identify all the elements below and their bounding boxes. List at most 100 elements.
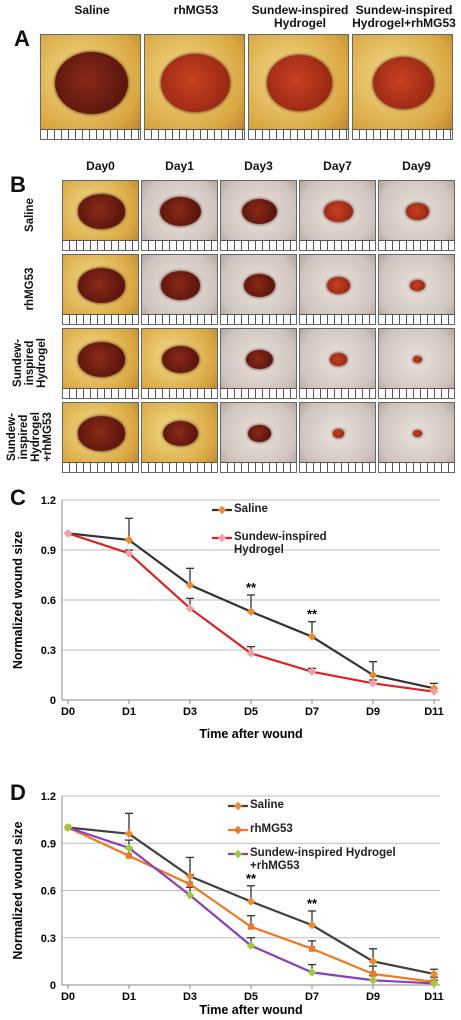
ruler <box>379 314 454 324</box>
column-header: Sundew-inspired Hydrogel+rhMG53 <box>352 3 456 30</box>
y-tick-label: 0.3 <box>41 645 56 657</box>
legend-entry: Sundew-inspired Hydrogel <box>234 531 327 556</box>
ruler <box>63 314 138 324</box>
y-axis-title: Normalized wound size <box>11 531 25 669</box>
marker <box>368 976 378 985</box>
column-header: Day7 <box>323 159 352 173</box>
ruler <box>63 462 138 472</box>
panel-label: D <box>10 780 26 805</box>
x-tick-label: D7 <box>305 706 319 718</box>
wound <box>409 280 426 291</box>
ruler <box>379 240 454 250</box>
photo <box>299 402 376 473</box>
ruler <box>300 240 375 250</box>
row-label: rhMG53 <box>24 267 36 311</box>
photo <box>378 180 455 251</box>
ruler <box>221 388 296 398</box>
ruler <box>221 462 296 472</box>
wound <box>245 349 274 370</box>
wound <box>160 271 201 300</box>
wound <box>77 268 126 303</box>
row-label: Sundew-inspired Hydrogel <box>12 338 48 388</box>
legend-marker <box>233 849 243 859</box>
column-header: Day1 <box>165 159 194 173</box>
photo <box>144 34 245 140</box>
wound <box>77 194 126 229</box>
marker <box>307 667 317 676</box>
photo <box>141 328 218 399</box>
marker <box>429 979 439 988</box>
legend-label: Sundew-inspired Hydrogel <box>234 531 327 556</box>
marker <box>185 890 195 900</box>
ruler <box>142 462 217 472</box>
ruler <box>142 388 217 398</box>
wound <box>323 201 354 222</box>
y-tick-label: 0 <box>50 695 56 707</box>
wound <box>329 353 348 366</box>
photo <box>141 180 218 251</box>
x-tick-label: D9 <box>366 706 380 718</box>
x-tick-label: D1 <box>122 991 136 1003</box>
ruler <box>41 129 140 139</box>
marker <box>246 607 256 616</box>
photo <box>378 254 455 325</box>
panel-label: B <box>10 172 26 197</box>
photo <box>378 402 455 473</box>
column-header: rhMG53 <box>173 3 219 17</box>
marker <box>307 968 317 977</box>
marker <box>307 632 317 641</box>
row-label: Sundew-inspired Hydrogel +rhMG53 <box>6 412 54 462</box>
wound <box>267 55 332 111</box>
wound <box>161 346 200 373</box>
photo <box>62 254 139 325</box>
ruler <box>300 462 375 472</box>
wound <box>332 429 345 438</box>
wound <box>55 51 128 115</box>
ruler <box>379 462 454 472</box>
wound <box>77 342 126 377</box>
ruler <box>300 314 375 324</box>
marker <box>429 687 439 696</box>
significance: ** <box>307 896 318 911</box>
column-header: Saline <box>74 3 110 17</box>
column-header: Day9 <box>402 159 431 173</box>
photo <box>141 254 218 325</box>
legend-entry: Sundew-inspired Hydrogel +rhMG53 <box>250 847 396 872</box>
photo <box>248 34 349 140</box>
wound <box>247 424 272 442</box>
marker <box>309 945 315 952</box>
legend-entry: Saline <box>250 799 284 811</box>
y-tick-label: 0.3 <box>41 933 56 945</box>
row-label: Saline <box>24 198 36 232</box>
panel-label: C <box>10 485 26 510</box>
photo <box>378 328 455 399</box>
photo <box>299 180 376 251</box>
line-chart: 0 0.3 0.6 0.9 1.2 D0 D1 D3 D5 D7 D9 D11 Time after w… <box>11 791 444 1017</box>
wound <box>241 198 278 225</box>
wound <box>373 57 434 109</box>
legend-label: rhMG53 <box>250 823 293 835</box>
wound <box>405 203 430 220</box>
legend-entry: rhMG53 <box>250 823 293 835</box>
ruler <box>221 240 296 250</box>
x-axis-title: Time after wound <box>199 727 302 741</box>
ruler <box>353 129 452 139</box>
y-tick-label: 1.2 <box>41 791 56 803</box>
x-tick-label: D3 <box>183 706 197 718</box>
photo <box>352 34 453 140</box>
photo <box>62 402 139 473</box>
marker <box>126 852 132 859</box>
x-tick-label: D5 <box>244 991 258 1003</box>
significance: ** <box>246 871 257 886</box>
legend-marker <box>217 505 227 515</box>
ruler <box>300 388 375 398</box>
photo <box>220 402 297 473</box>
line-chart: 0 0.3 0.6 0.9 1.2 D0 D1 D3 D5 D7 D9 D11 Time after w… <box>11 495 444 741</box>
x-tick-label: D11 <box>424 991 444 1003</box>
x-tick-label: D0 <box>61 706 75 718</box>
x-tick-label: D5 <box>244 706 258 718</box>
ruler <box>142 314 217 324</box>
legend-label: Sundew-inspired Hydrogel +rhMG53 <box>250 847 396 872</box>
marker <box>307 920 317 930</box>
ruler <box>142 240 217 250</box>
